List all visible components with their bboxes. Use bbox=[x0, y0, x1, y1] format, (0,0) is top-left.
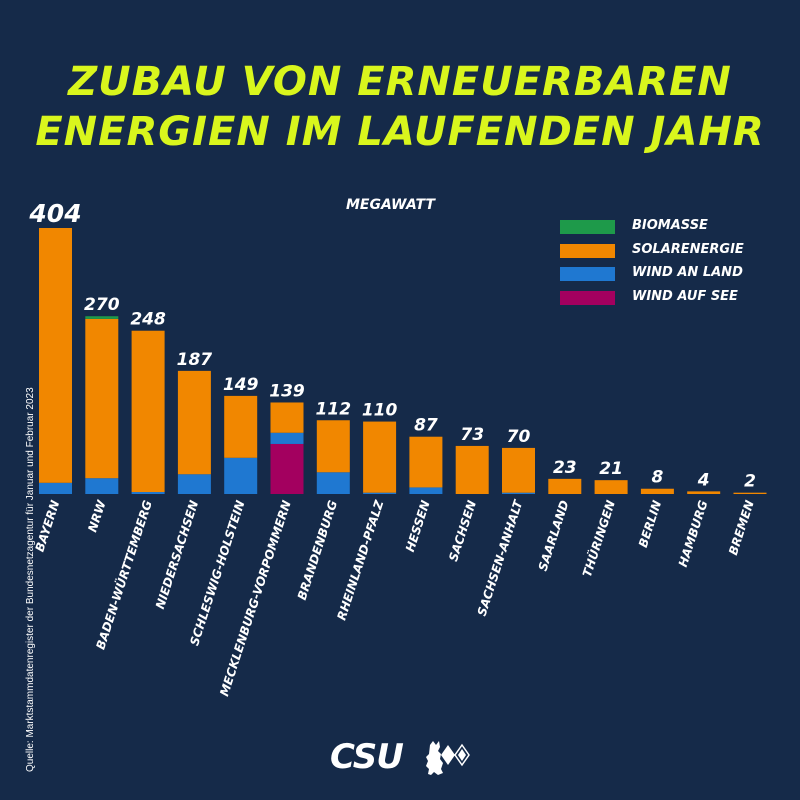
total-label-sachsen-anhalt: 70 bbox=[507, 427, 531, 447]
total-label-hamburg: 4 bbox=[697, 470, 710, 490]
bar-hamburg-solarenergie bbox=[687, 491, 721, 494]
bar-sachsen-solarenergie bbox=[455, 445, 489, 494]
category-label-sachsen-anhalt: SACHSEN-ANHALT bbox=[475, 498, 526, 618]
csu-logo: CSU bbox=[330, 737, 480, 777]
bar-hessen-solarenergie bbox=[409, 436, 443, 488]
page-title-line-1: ZUBAU VON ERNEUERBAREN bbox=[68, 59, 732, 105]
total-label-sachsen: 73 bbox=[460, 425, 484, 445]
bar-mecklenburg-vorpommern-solarenergie bbox=[270, 402, 304, 433]
bar-mecklenburg-vorpommern-wind-auf-see bbox=[270, 443, 304, 494]
bar-mecklenburg-vorpommern-wind-an-land bbox=[270, 432, 304, 444]
category-label-hessen: HESSEN bbox=[403, 499, 433, 554]
category-label-bremen: BREMEN bbox=[726, 499, 757, 557]
total-label-mecklenburg-vorpommern: 139 bbox=[269, 381, 305, 401]
legend-swatch-wind-auf-see bbox=[560, 290, 615, 305]
bar-niedersachsen-solarenergie bbox=[177, 370, 211, 475]
total-label-hessen: 87 bbox=[414, 416, 438, 436]
bar-nrw-wind-an-land bbox=[85, 478, 119, 494]
total-label-thüringen: 21 bbox=[599, 459, 623, 479]
category-label-rheinland-pfalz: RHEINLAND-PFALZ bbox=[334, 498, 386, 622]
total-label-bremen: 2 bbox=[744, 472, 756, 492]
category-label-hamburg: HAMBURG bbox=[676, 498, 711, 568]
bar-niedersachsen-wind-an-land bbox=[177, 474, 211, 494]
bar-baden-württemberg-solarenergie bbox=[131, 330, 165, 493]
category-label-bayern: BAYERN bbox=[33, 499, 63, 554]
bar-bayern-wind-an-land bbox=[39, 482, 72, 494]
category-label-thüringen: THÜRINGEN bbox=[579, 498, 618, 579]
category-label-berlin: BERLIN bbox=[636, 499, 664, 550]
total-label-baden-württemberg: 248 bbox=[130, 310, 166, 330]
bar-brandenburg-solarenergie bbox=[316, 420, 350, 473]
csu-logo-text: CSU bbox=[330, 737, 404, 777]
bar-nrw-solarenergie bbox=[85, 318, 119, 479]
page-title-line-2: ENERGIEN IM LAUFENDEN JAHR bbox=[35, 109, 765, 155]
total-label-niedersachsen: 187 bbox=[177, 350, 213, 370]
category-label-niedersachsen: NIEDERSACHSEN bbox=[153, 499, 201, 611]
bar-nrw-biomasse bbox=[85, 316, 119, 319]
category-label-brandenburg: BRANDENBURG bbox=[295, 498, 340, 601]
bar-rheinland-pfalz-wind-an-land bbox=[363, 492, 397, 494]
legend-swatch-solarenergie bbox=[560, 243, 615, 258]
bar-schleswig-holstein-wind-an-land bbox=[224, 457, 258, 494]
legend-swatch-wind-an-land bbox=[560, 267, 615, 281]
chart-unit-label: MEGAWATT bbox=[346, 197, 435, 213]
legend-label-solarenergie: SOLARENERGIE bbox=[632, 241, 744, 257]
total-label-brandenburg: 112 bbox=[316, 399, 352, 419]
legend-label-wind-auf-see: WIND AUF SEE bbox=[632, 288, 738, 304]
total-label-berlin: 8 bbox=[651, 468, 663, 488]
bar-bremen-solarenergie bbox=[733, 492, 767, 494]
bar-schleswig-holstein-solarenergie bbox=[224, 395, 258, 458]
category-label-saarland: SAARLAND bbox=[536, 499, 572, 573]
bar-hessen-wind-an-land bbox=[409, 487, 443, 494]
category-label-sachsen: SACHSEN bbox=[446, 499, 479, 564]
category-label-nrw: NRW bbox=[85, 498, 109, 534]
legend-swatch-biomasse bbox=[560, 220, 615, 234]
lion-emblem-icon bbox=[426, 741, 470, 775]
total-label-bayern: 404 bbox=[28, 199, 81, 228]
bar-sachsen-anhalt-wind-an-land bbox=[502, 492, 535, 494]
total-label-schleswig-holstein: 149 bbox=[223, 375, 259, 395]
bar-saarland-solarenergie bbox=[548, 478, 582, 494]
bar-rheinland-pfalz-solarenergie bbox=[363, 421, 397, 493]
bar-berlin-solarenergie bbox=[640, 488, 674, 494]
legend-label-biomasse: BIOMASSE bbox=[632, 218, 708, 233]
bar-baden-württemberg-wind-an-land bbox=[131, 492, 165, 494]
bar-brandenburg-wind-an-land bbox=[316, 472, 350, 494]
bar-sachsen-anhalt-solarenergie bbox=[502, 447, 535, 493]
bar-thüringen-solarenergie bbox=[594, 480, 628, 494]
total-label-rheinland-pfalz: 110 bbox=[362, 401, 398, 421]
total-label-nrw: 270 bbox=[84, 295, 120, 315]
source-note: Quelle: Marktstammdatenregister der Bund… bbox=[25, 387, 36, 772]
total-label-saarland: 23 bbox=[553, 458, 577, 478]
legend-label-wind-an-land: WIND AN LAND bbox=[632, 265, 743, 280]
bar-bayern-solarenergie bbox=[39, 228, 72, 483]
